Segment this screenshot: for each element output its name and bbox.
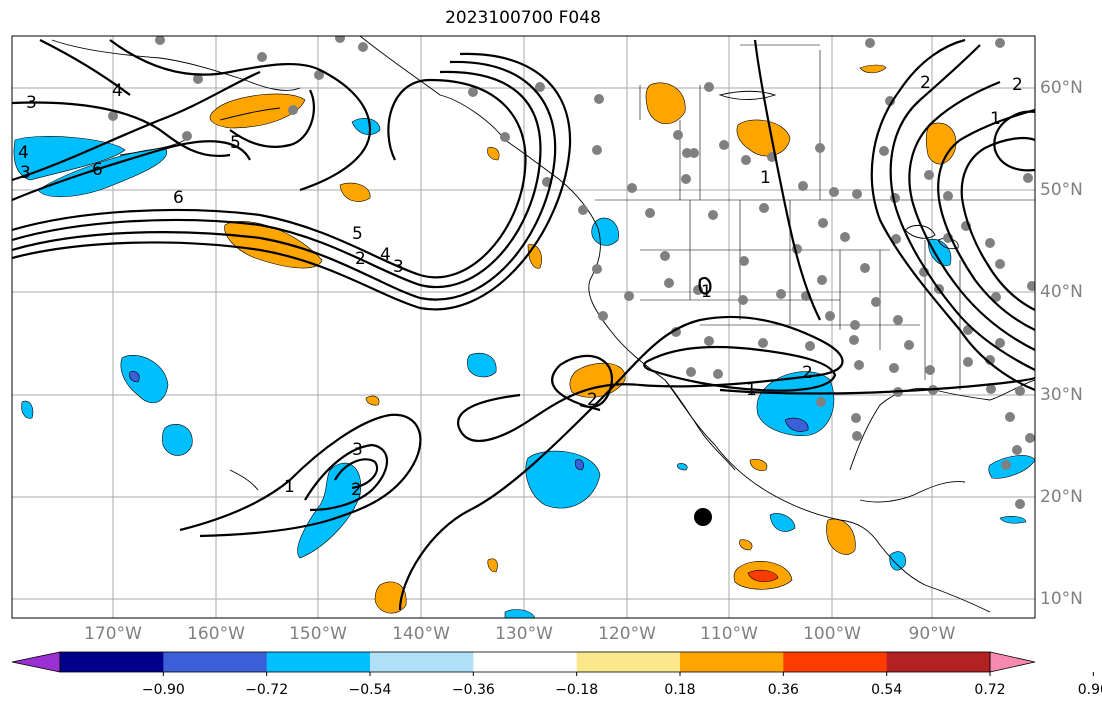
contour-label: 6 [173, 188, 184, 208]
positive-area [739, 539, 753, 551]
contour-label: 3 [26, 93, 37, 113]
storm-center-marker [694, 508, 712, 526]
strong-positive-area [747, 569, 779, 582]
colorbar-extend-max [989, 651, 1036, 673]
contour-label: 1 [701, 282, 712, 302]
latitude-label: 50°N [1040, 180, 1083, 200]
colorbar-tick-label: 0.72 [974, 682, 1006, 698]
latitude-label: 60°N [1040, 78, 1083, 98]
contour-label: 4 [380, 245, 391, 265]
longitude-label: 110°W [700, 624, 758, 644]
positive-area [736, 119, 791, 157]
latitude-label: 30°N [1040, 385, 1083, 405]
map-title: 2023100700 F048 [445, 8, 601, 28]
colorbar-segment [163, 652, 268, 672]
contour-label: 4 [112, 81, 123, 101]
longitude-label: 140°W [392, 624, 450, 644]
longitude-label: 150°W [289, 624, 347, 644]
negative-area [37, 147, 167, 198]
plot-frame [11, 35, 1036, 619]
positive-area [374, 581, 407, 614]
negative-area [297, 462, 362, 559]
strong-negative-area [784, 417, 809, 432]
colorbar-tick-label: −0.18 [555, 682, 599, 698]
contour-label: 2 [920, 73, 931, 93]
contour-label: 6 [92, 160, 103, 180]
positive-area [826, 518, 856, 555]
contour-label: 3 [20, 163, 31, 183]
negative-area [504, 609, 536, 618]
contour-label: 3 [393, 257, 404, 277]
strong-negative-area [129, 371, 140, 383]
contour-label: 5 [230, 133, 241, 153]
latitude-label: 20°N [1040, 487, 1083, 507]
contour-label: 1 [746, 380, 757, 400]
positive-area [859, 64, 887, 74]
colorbar-segment [370, 652, 474, 672]
negative-area [769, 513, 796, 532]
longitude-label: 130°W [495, 624, 553, 644]
contour-label: 1 [760, 168, 771, 188]
colorbar-tick-label: −0.54 [348, 682, 392, 698]
contour-label: 2 [355, 249, 366, 269]
colorbar-tick-label: −0.36 [451, 682, 495, 698]
colorbar-tick-label: 0.36 [767, 682, 799, 698]
latitude-label: 10°N [1040, 589, 1083, 609]
colorbar-segment [680, 652, 784, 672]
longitude-label: 90°W [908, 624, 956, 644]
longitude-label: 120°W [598, 624, 656, 644]
negative-area [591, 217, 619, 246]
colorbar-tick-label: 0.90 [1077, 682, 1102, 698]
colorbar-tick-label: −0.90 [141, 682, 185, 698]
contour-lines [12, 38, 1035, 611]
colorbar-tick-label: 0.54 [871, 682, 903, 698]
contour-label: 2 [1012, 75, 1023, 95]
contour-label: 3 [352, 440, 363, 460]
positive-area [365, 395, 380, 406]
contour-label: 1 [990, 109, 1001, 129]
negative-area [467, 352, 497, 378]
negative-area [351, 117, 381, 135]
longitude-label: 100°W [803, 624, 861, 644]
negative-area [21, 400, 34, 419]
positive-area [487, 147, 500, 161]
contour-label: 1 [284, 477, 295, 497]
contour-label: 2 [587, 390, 598, 410]
positive-area [487, 558, 498, 573]
negative-area [677, 463, 688, 471]
latitude-label: 40°N [1040, 282, 1083, 302]
positive-area [749, 459, 768, 471]
contour-label: 2 [351, 480, 362, 500]
negative-area [999, 516, 1027, 524]
positive-area [224, 221, 323, 269]
contour-label: 4 [18, 143, 29, 163]
positive-area [209, 93, 306, 129]
negative-area [120, 355, 169, 404]
colorbar-segment [60, 652, 164, 672]
colorbar-segment [266, 652, 371, 672]
negative-area [162, 424, 193, 456]
negative-area [889, 551, 906, 571]
positive-area [645, 82, 686, 125]
longitude-label: 170°W [84, 624, 142, 644]
colorbar-segment [886, 652, 991, 672]
colorbar-segment [783, 652, 888, 672]
contour-label: 5 [352, 224, 363, 244]
colorbar-tick-label: 0.18 [664, 682, 696, 698]
colorbar [11, 651, 1094, 676]
longitude-label: 160°W [187, 624, 245, 644]
strong-negative-area [574, 459, 584, 471]
positive-area [339, 182, 371, 202]
contour-label: 2 [802, 363, 813, 383]
contour-labels: 6 5 4 3 2 1 3 2 1 2 1 2 3 4 5 6 4 3 2 1 … [18, 73, 1023, 500]
colorbar-border [59, 651, 991, 673]
colorbar-segment [473, 652, 578, 672]
colorbar-tick-label: −0.72 [245, 682, 289, 698]
colorbar-extend-min [11, 651, 61, 673]
station-markers [108, 36, 1035, 509]
colorbar-segment [576, 652, 681, 672]
negative-area [988, 455, 1035, 479]
